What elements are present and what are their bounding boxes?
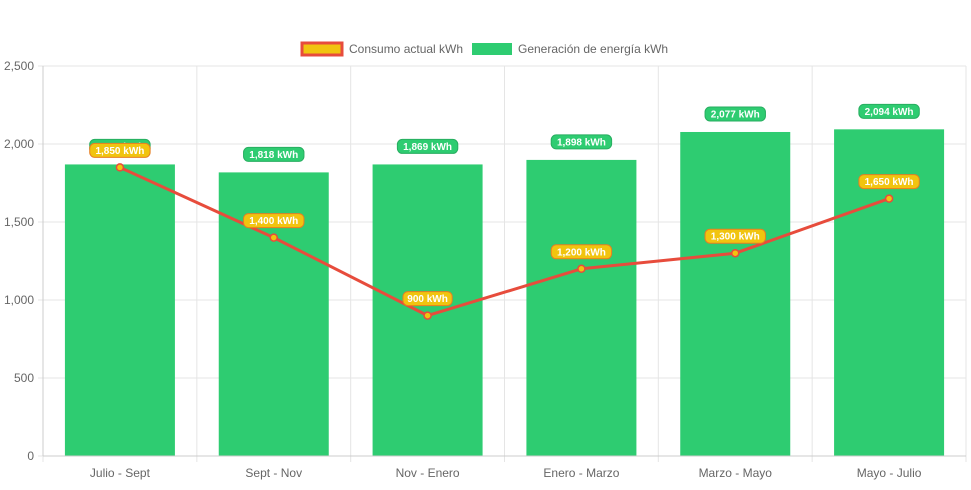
x-tick-label: Nov - Enero: [396, 466, 460, 480]
y-tick-label: 0: [27, 449, 34, 463]
bar-data-label-bg: [550, 134, 613, 150]
x-tick-label: Marzo - Mayo: [699, 466, 773, 480]
grid: [38, 65, 967, 462]
line-data-label-bg: [402, 291, 453, 307]
legend-label-consumo: Consumo actual kWh: [349, 42, 463, 56]
line-data-label: 1,300 kWh: [711, 232, 760, 243]
line-data-label-bg: [243, 213, 305, 229]
y-tick-label: 2,500: [4, 59, 34, 73]
line-data-label-bg: [550, 244, 613, 260]
line-point: [731, 248, 740, 258]
bar-data-label-bg: [858, 103, 920, 119]
legend-swatch-consumo: [300, 41, 344, 57]
axes: 0 500 1,000 1,500 2,000 2,500 Julio - Sept Sept…: [4, 59, 966, 480]
line-data-label: 1,400 kWh: [249, 216, 298, 227]
line-data-label-bg: [858, 174, 920, 190]
bar: [64, 164, 175, 456]
bar-data-label-bg: [396, 138, 459, 154]
bar-data-label: 1,869 kWh: [403, 142, 452, 153]
bar: [680, 131, 791, 456]
x-tick-label: Enero - Marzo: [543, 466, 619, 480]
line-point: [884, 194, 894, 203]
bar-data-label-bg: [243, 146, 305, 162]
y-tick-label: 2,000: [4, 137, 34, 151]
line-point: [269, 233, 278, 242]
line-point: [577, 264, 586, 274]
x-tick-label: Julio - Sept: [90, 466, 151, 480]
x-tick-label: Mayo - Julio: [857, 466, 922, 480]
y-tick-label: 1,000: [4, 293, 34, 307]
bar-data-label: 1,898 kWh: [557, 137, 606, 148]
legend-label-generacion: Generación de energía kWh: [518, 42, 668, 56]
line-data-label: 900 kWh: [407, 294, 448, 305]
bar-data-label: 2,094 kWh: [865, 107, 914, 118]
legend-swatch-generacion: [472, 43, 512, 55]
line-data-label-bg: [89, 142, 151, 158]
bar-series: [64, 129, 945, 457]
bar: [372, 164, 483, 456]
bar: [526, 159, 637, 457]
line-data-label: 1,850 kWh: [95, 146, 144, 157]
line-data-label: 1,200 kWh: [557, 247, 606, 258]
x-tick-label: Sept - Nov: [245, 466, 302, 480]
line-data-label: 1,650 kWh: [865, 177, 914, 188]
y-tick-label: 1,500: [4, 215, 34, 229]
legend: Consumo actual kWh Generación de energía …: [300, 41, 668, 57]
bar-data-label: 1,818 kWh: [249, 150, 298, 161]
bar-data-label: 2,077 kWh: [711, 109, 760, 120]
y-tick-label: 500: [14, 371, 34, 385]
line-point: [423, 311, 432, 320]
line-data-label-bg: [704, 228, 766, 244]
bar-data-label-bg: [704, 106, 766, 122]
line-point: [115, 163, 125, 172]
